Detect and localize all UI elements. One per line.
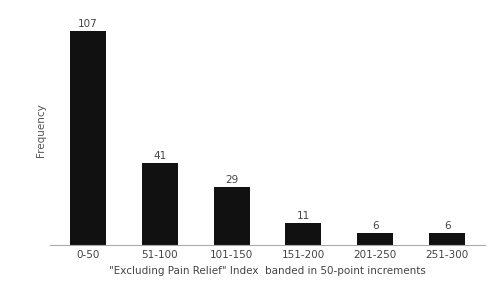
Bar	[358, 233, 394, 245]
Bar	[214, 187, 250, 245]
Text: 11: 11	[297, 211, 310, 221]
Bar	[430, 233, 465, 245]
Bar	[286, 223, 322, 245]
Bar	[142, 163, 178, 245]
Text: 6: 6	[372, 221, 378, 231]
X-axis label: "Excluding Pain Relief" Index  banded in 50-point increments: "Excluding Pain Relief" Index banded in …	[109, 266, 426, 276]
Text: 6: 6	[444, 221, 450, 231]
Text: 107: 107	[78, 19, 98, 29]
Bar	[70, 31, 106, 245]
Y-axis label: Frequency: Frequency	[36, 103, 46, 157]
Text: 29: 29	[225, 175, 238, 185]
Text: 41: 41	[153, 151, 166, 161]
